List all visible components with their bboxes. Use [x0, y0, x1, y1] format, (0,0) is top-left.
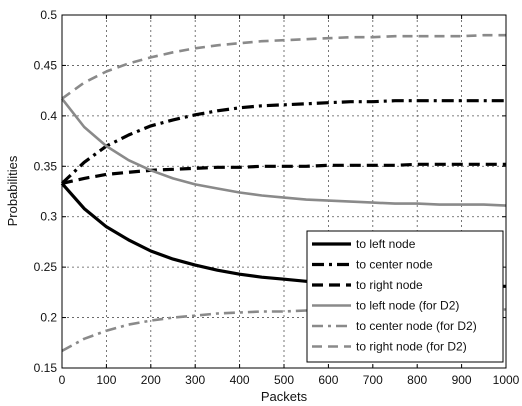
y-tick-label: 0.3 — [40, 210, 57, 224]
series-line-3 — [61, 162, 506, 185]
x-tick-label: 200 — [141, 373, 161, 387]
y-tick-label: 0.15 — [34, 361, 58, 375]
legend-label: to right node — [356, 278, 423, 292]
series-line-2 — [60, 99, 506, 185]
y-axis-label: Probabilities — [5, 155, 20, 226]
y-tick-label: 0.2 — [40, 311, 57, 325]
axis-ticks: 0 100 200 300 400 500 600 700 800 900 1000 0.15 0.2 0… — [34, 8, 520, 387]
legend-label: to left node (for D2) — [356, 299, 459, 313]
x-tick-label: 700 — [363, 373, 383, 387]
x-tick-label: 1000 — [493, 373, 520, 387]
legend-label: to center node — [356, 258, 433, 272]
legend-label: to left node — [356, 237, 416, 251]
x-axis-label: Packets — [261, 389, 308, 404]
legend-box — [306, 230, 504, 363]
x-tick-label: 900 — [452, 373, 472, 387]
x-tick-label: 100 — [96, 373, 116, 387]
x-tick-label: 0 — [59, 373, 66, 387]
x-tick-label: 300 — [185, 373, 205, 387]
series-line-4 — [60, 97, 507, 207]
y-tick-label: 0.5 — [40, 8, 57, 22]
y-tick-label: 0.25 — [34, 260, 58, 274]
y-tick-label: 0.4 — [40, 109, 57, 123]
x-tick-label: 500 — [274, 373, 294, 387]
legend-label: to right node (for D2) — [356, 340, 467, 354]
legend-label: to center node (for D2) — [356, 319, 477, 333]
y-tick-label: 0.45 — [34, 58, 58, 72]
x-tick-label: 600 — [318, 373, 338, 387]
x-tick-label: 400 — [230, 373, 250, 387]
x-tick-label: 800 — [407, 373, 427, 387]
series-line-6 — [61, 33, 506, 100]
y-tick-label: 0.35 — [34, 159, 58, 173]
legend: to left node to center node to right node t… — [306, 230, 504, 363]
